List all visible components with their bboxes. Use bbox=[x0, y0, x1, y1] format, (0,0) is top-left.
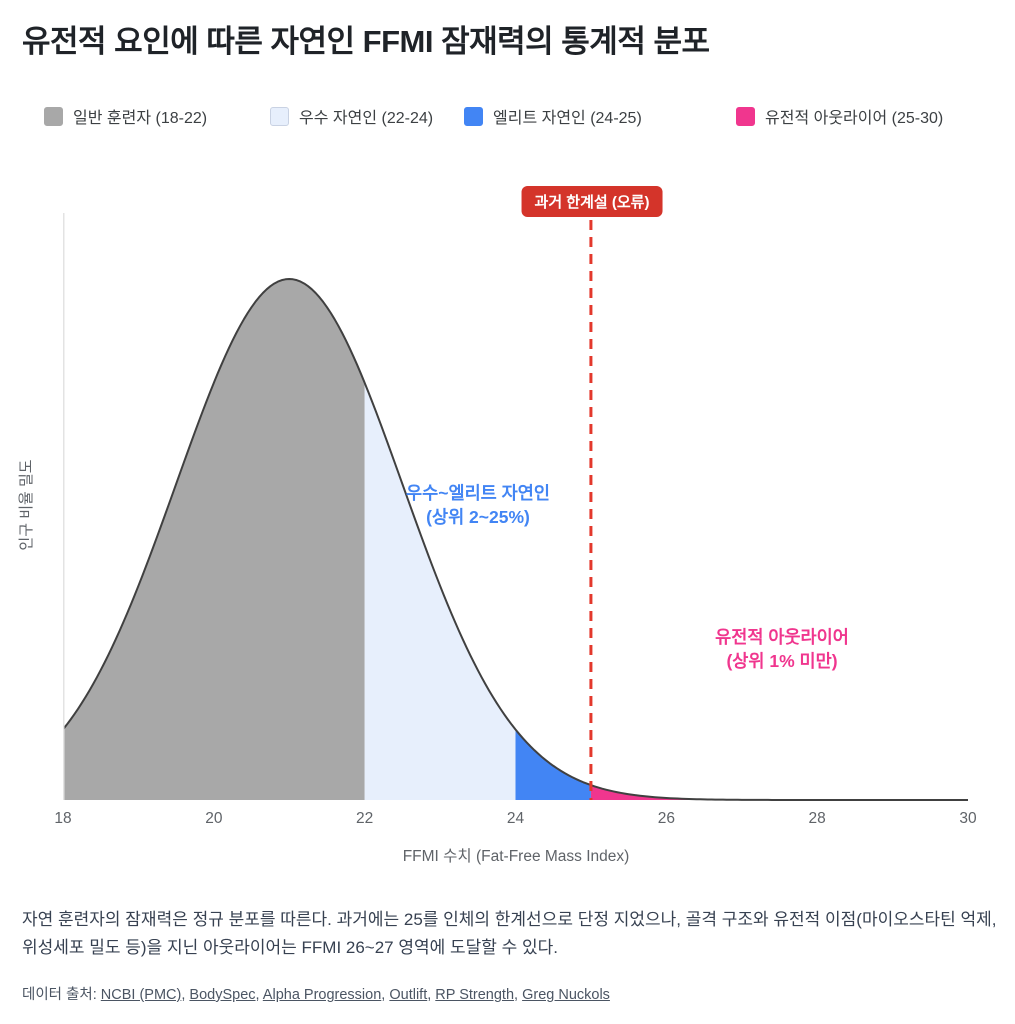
legend: 일반 훈련자 (18-22) 우수 자연인 (22-24) 엘리트 자연인 (24-… bbox=[0, 104, 1015, 130]
region-1 bbox=[364, 382, 516, 800]
legend-swatch-icon bbox=[464, 106, 483, 126]
region-3 bbox=[590, 785, 968, 800]
source-separator: , bbox=[181, 987, 190, 1003]
source-link-0[interactable]: NCBI (PMC) bbox=[100, 987, 182, 1003]
distribution-curve bbox=[63, 278, 968, 801]
legend-swatch-icon bbox=[44, 106, 63, 126]
legend-item-0: 일반 훈련자 (18-22) bbox=[44, 104, 207, 128]
x-tick-label-28: 28 bbox=[808, 810, 826, 827]
annotation-elite: 우수~엘리트 자연인 (상위 2~25%) bbox=[406, 481, 550, 529]
legend-item-1: 우수 자연인 (22-24) bbox=[270, 104, 433, 128]
source-separator: , bbox=[255, 987, 263, 1003]
legend-item-3: 유전적 아웃라이어 (25-30) bbox=[736, 104, 943, 128]
region-0 bbox=[63, 279, 365, 800]
source-separator: , bbox=[381, 987, 390, 1003]
legend-item-label: 우수 자연인 (22-24) bbox=[299, 110, 434, 127]
source-separator: , bbox=[427, 987, 436, 1003]
source-link-3[interactable]: Outlift bbox=[389, 987, 428, 1003]
x-tick-label-26: 26 bbox=[657, 810, 675, 827]
region-2 bbox=[515, 729, 591, 800]
annotation-elite-line2: (상위 2~25%) bbox=[426, 507, 530, 528]
source-link-2[interactable]: Alpha Progression bbox=[262, 987, 382, 1003]
source-link-5[interactable]: Greg Nuckols bbox=[522, 987, 610, 1003]
x-tick-label-18: 18 bbox=[54, 810, 72, 827]
legend-item-label: 유전적 아웃라이어 (25-30) bbox=[765, 110, 944, 127]
legend-swatch-icon bbox=[270, 106, 289, 126]
source-separator: , bbox=[514, 987, 523, 1003]
y-axis-label: 인구 비율 밀도 bbox=[18, 459, 35, 551]
source-link-4[interactable]: RP Strength bbox=[435, 987, 515, 1003]
annotation-outlier-line1: 유전적 아웃라이어 bbox=[715, 627, 849, 647]
legend-item-2: 엘리트 자연인 (24-25) bbox=[464, 104, 642, 128]
x-tick-label-30: 30 bbox=[959, 810, 977, 827]
legend-item-label: 엘리트 자연인 (24-25) bbox=[493, 110, 642, 127]
legend-swatch-icon bbox=[736, 106, 755, 126]
x-axis-label: FFMI 수치 (Fat-Free Mass Index) bbox=[402, 848, 630, 865]
sources-prefix: 데이터 출처: bbox=[22, 987, 101, 1003]
chart-description: 자연 훈련자의 잠재력은 정규 분포를 따른다. 과거에는 25를 인체의 한계… bbox=[22, 910, 997, 957]
x-tick-label-20: 20 bbox=[205, 810, 223, 827]
annotation-elite-line1: 우수~엘리트 자연인 bbox=[406, 483, 550, 503]
data-sources: 데이터 출처: NCBI (PMC), BodySpec, Alpha Prog… bbox=[22, 983, 610, 1004]
legend-item-label: 일반 훈련자 (18-22) bbox=[73, 110, 208, 127]
x-tick-label-22: 22 bbox=[356, 810, 374, 827]
limit-badge: 과거 한계설 (오류) bbox=[521, 186, 663, 217]
source-link-1[interactable]: BodySpec bbox=[189, 987, 256, 1003]
page-title: 유전적 요인에 따른 자연인 FFMI 잠재력의 통계적 분포 bbox=[22, 24, 710, 59]
annotation-outlier-line2: (상위 1% 미만) bbox=[726, 651, 838, 672]
x-tick-label-24: 24 bbox=[506, 810, 525, 827]
distribution-chart bbox=[63, 213, 968, 801]
annotation-outlier: 유전적 아웃라이어 (상위 1% 미만) bbox=[715, 625, 849, 673]
